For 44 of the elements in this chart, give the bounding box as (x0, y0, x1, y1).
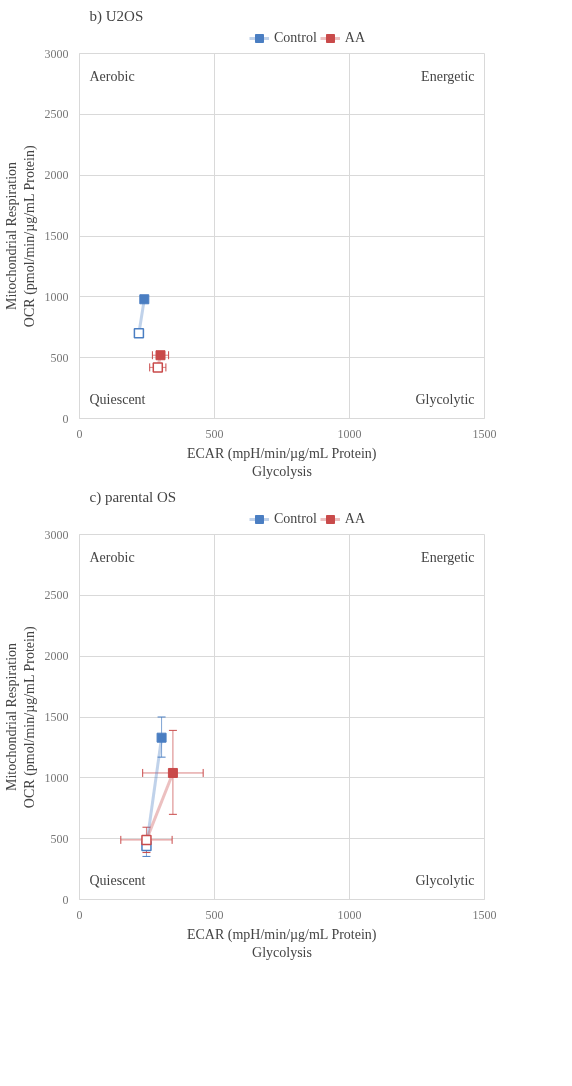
point (156, 732, 167, 743)
y-tick-label: 0 (62, 892, 69, 907)
annotation: Energetic (421, 549, 475, 565)
annotation: Aerobic (89, 549, 135, 565)
x-tick-label: 1000 (337, 907, 362, 922)
point (167, 767, 178, 778)
legend-label: AA (344, 511, 366, 527)
y-tick-label: 2500 (44, 588, 69, 603)
annotation: Energetic (421, 68, 475, 84)
y-tick-label: 500 (50, 350, 69, 365)
annotation: Glycolytic (415, 391, 475, 407)
y-axis-title: Mitochondrial Respiration OCR (pmol/min/µg/mL Protein) (3, 626, 38, 809)
y-tick-label: 1500 (44, 229, 69, 243)
y-tick-label: 500 (50, 831, 69, 846)
annotation: Aerobic (89, 68, 135, 84)
y-tick-label: 3000 (44, 527, 69, 542)
y-tick-label: 1000 (44, 289, 69, 304)
legend-label: Control (273, 30, 317, 46)
point (155, 350, 166, 361)
chart-title: c) parental OS (89, 488, 177, 506)
x-tick-label: 1000 (337, 426, 362, 441)
y-tick-label: 1500 (44, 710, 69, 724)
x-tick-label: 0 (76, 426, 83, 441)
x-tick-label: 1500 (472, 426, 497, 441)
legend-label: Control (273, 511, 317, 527)
y-tick-label: 0 (62, 411, 69, 426)
legend-label: AA (344, 30, 366, 46)
x-tick-label: 500 (205, 426, 224, 441)
x-tick-label: 500 (205, 907, 224, 922)
y-tick-label: 3000 (44, 46, 69, 61)
y-axis-title: Mitochondrial Respiration OCR (pmol/min/µg/mL Protein) (3, 145, 38, 328)
annotation: Quiescent (89, 391, 146, 407)
y-tick-label: 2500 (44, 107, 69, 122)
x-tick-label: 1500 (472, 907, 497, 922)
point (139, 294, 150, 305)
annotation: Glycolytic (415, 872, 475, 888)
y-tick-label: 2000 (44, 168, 69, 183)
annotation: Quiescent (89, 872, 146, 888)
x-tick-label: 0 (76, 907, 83, 922)
x-axis-title: ECAR (mpH/min/µg/mL Protein) Glycolysis (186, 926, 377, 960)
y-tick-label: 2000 (44, 649, 69, 664)
chart-title: b) U2OS (89, 7, 144, 25)
y-tick-label: 1000 (44, 770, 69, 785)
x-axis-title: ECAR (mpH/min/µg/mL Protein) Glycolysis (186, 445, 377, 479)
